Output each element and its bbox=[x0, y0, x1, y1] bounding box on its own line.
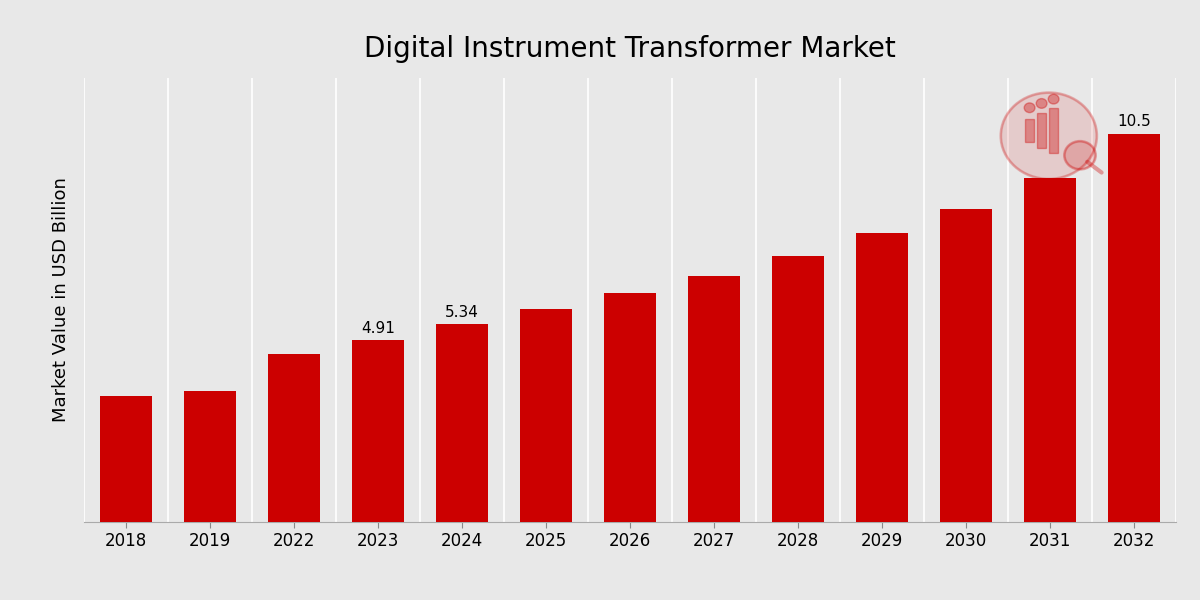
Bar bbox=[688, 276, 740, 522]
Bar bbox=[184, 391, 236, 522]
Circle shape bbox=[1064, 141, 1096, 169]
Bar bbox=[772, 256, 824, 522]
Bar bbox=[604, 293, 656, 522]
Circle shape bbox=[1001, 92, 1097, 179]
Bar bbox=[1108, 133, 1160, 522]
Bar bbox=[268, 353, 320, 522]
Title: Digital Instrument Transformer Market: Digital Instrument Transformer Market bbox=[364, 35, 896, 63]
Bar bbox=[352, 340, 404, 522]
Bar bbox=[100, 396, 152, 522]
Circle shape bbox=[1049, 94, 1060, 104]
Text: 4.91: 4.91 bbox=[361, 321, 395, 336]
Circle shape bbox=[1036, 98, 1046, 108]
Circle shape bbox=[1024, 103, 1034, 113]
Text: 5.34: 5.34 bbox=[445, 305, 479, 320]
Bar bbox=[856, 233, 908, 522]
Bar bbox=[1050, 108, 1058, 153]
Bar bbox=[436, 325, 488, 522]
Text: 10.5: 10.5 bbox=[1117, 114, 1151, 129]
Bar bbox=[940, 209, 992, 522]
Bar bbox=[1038, 113, 1046, 148]
Y-axis label: Market Value in USD Billion: Market Value in USD Billion bbox=[52, 178, 70, 422]
Bar bbox=[520, 309, 572, 522]
Bar bbox=[1026, 119, 1034, 142]
Bar bbox=[1024, 178, 1076, 522]
